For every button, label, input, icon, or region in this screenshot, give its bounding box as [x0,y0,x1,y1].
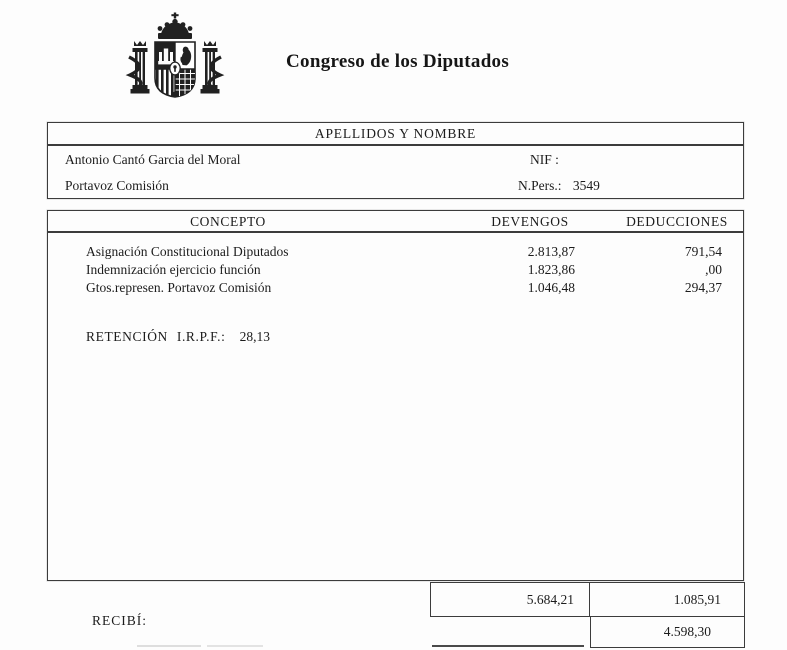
person-name: Antonio Cantó Garcia del Moral [65,152,241,167]
deductions-total-value: 1.085,91 [673,591,721,607]
page-title: Congreso de los Diputados [286,51,510,72]
row-concept: Indemnización ejercicio función [86,262,261,277]
column-header-devengos: DEVENGOS [491,214,569,229]
net-total-value: 4.598,30 [663,624,711,639]
npers-field: N.Pers.: 3549 [518,178,600,194]
irpf-retention-row: RETENCIÓN I.R.P.F.: 28,13 [48,329,743,345]
nif-label: NIF : [530,152,559,167]
column-header-deducciones: DEDUCCIONES [626,214,728,229]
statement-row: Gtos.represen. Portavoz Comisión 1.046,4… [48,280,743,296]
scan-artifact-line [137,645,201,647]
net-total-cell: 4.598,30 [590,617,745,648]
statement-row: Asignación Constitucional Diputados 2.81… [48,244,743,260]
npers-value: 3549 [572,178,600,193]
statement-column-headers: CONCEPTO DEVENGOS DEDUCCIONES [48,211,743,233]
row-deductions: 294,37 [684,280,722,295]
recibi-label: RECIBÍ: [92,613,148,628]
statement-box: CONCEPTO DEVENGOS DEDUCCIONES Asignación… [47,210,744,581]
irpf-retention-label: RETENCIÓN I.R.P.F.: [86,329,226,344]
statement-row: Indemnización ejercicio función 1.823,86… [48,262,743,278]
npers-label: N.Pers.: [518,178,562,193]
row-concept: Gtos.represen. Portavoz Comisión [86,280,272,295]
row-earnings: 1.046,48 [527,280,575,295]
identity-section-title: APELLIDOS Y NOMBRE [314,126,477,141]
irpf-retention-value: 28,13 [239,329,270,344]
row-deductions: ,00 [705,262,722,277]
identity-box: APELLIDOS Y NOMBRE Antonio Cantó Garcia … [47,122,744,199]
totals-row2-bottom-line [432,645,584,647]
earnings-total-value: 5.684,21 [526,591,574,607]
column-header-concepto: CONCEPTO [190,214,266,229]
identity-section-header: APELLIDOS Y NOMBRE [48,123,743,146]
row-earnings: 2.813,87 [527,244,575,259]
nif-field: NIF : [530,152,559,168]
earnings-total-cell: 5.684,21 [430,582,590,617]
scan-artifact-line [207,645,263,647]
spain-coat-of-arms-icon [124,12,226,106]
row-earnings: 1.823,86 [527,262,575,277]
person-role: Portavoz Comisión [65,178,169,193]
row-concept: Asignación Constitucional Diputados [86,244,289,259]
row-deductions: 791,54 [684,244,722,259]
deductions-total-cell: 1.085,91 [590,582,745,617]
